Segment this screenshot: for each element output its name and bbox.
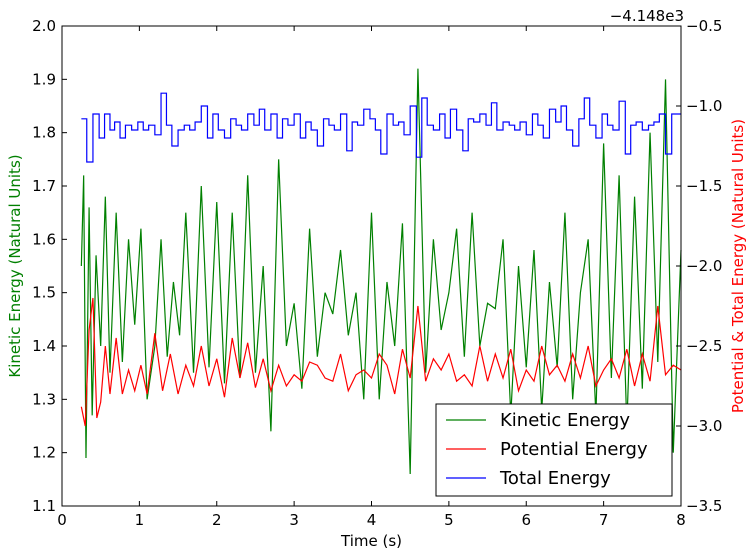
y-right-tick-label: −2.0 xyxy=(686,257,722,275)
legend-label: Potential Energy xyxy=(500,439,648,460)
y-left-tick-label: 1.5 xyxy=(32,284,56,302)
legend-label: Kinetic Energy xyxy=(500,410,630,431)
y-axis-right-label: Potential & Total Energy (Natural Units) xyxy=(729,119,747,413)
y-left-tick-label: 1.1 xyxy=(32,497,56,515)
y-right-tick-label: −3.0 xyxy=(686,417,722,435)
x-tick-label: 4 xyxy=(367,511,377,529)
y-left-tick-label: 1.4 xyxy=(32,337,56,355)
y-left-tick-label: 1.6 xyxy=(32,230,56,248)
y-axis-right: −3.5 −3.0 −2.5 −2.0 −1.5 −1.0 −0.5 xyxy=(676,17,722,515)
y-right-tick-label: −0.5 xyxy=(686,17,722,35)
y-axis-left-label: Kinetic Energy (Natural Units) xyxy=(6,154,24,377)
x-tick-label: 1 xyxy=(135,511,145,529)
y-right-tick-label: −1.0 xyxy=(686,97,722,115)
series-line-total-energy xyxy=(81,92,681,163)
y-left-tick-label: 1.2 xyxy=(32,444,56,462)
x-tick-label: 6 xyxy=(521,511,531,529)
x-tick-label: 7 xyxy=(599,511,609,529)
legend: Kinetic Energy Potential Energy Total Ener… xyxy=(435,403,673,497)
right-axis-offset-text: −4.148e3 xyxy=(610,7,684,25)
legend-label: Total Energy xyxy=(499,468,611,489)
x-tick-label: 5 xyxy=(444,511,454,529)
y-left-tick-label: 1.9 xyxy=(32,70,56,88)
x-tick-label: 0 xyxy=(57,511,67,529)
x-tick-label: 8 xyxy=(676,511,686,529)
x-axis-label: Time (s) xyxy=(340,532,402,550)
y-left-tick-label: 1.3 xyxy=(32,390,56,408)
y-axis-left: 1.1 1.2 1.3 1.4 1.5 1.6 1.7 1.8 1.9 2.0 xyxy=(32,17,67,515)
y-right-tick-label: −2.5 xyxy=(686,337,722,355)
series-line-potential-energy xyxy=(80,297,682,427)
y-right-tick-label: −1.5 xyxy=(686,177,722,195)
y-left-tick-label: 1.8 xyxy=(32,124,56,142)
y-left-tick-label: 2.0 xyxy=(32,17,56,35)
x-tick-label: 2 xyxy=(212,511,222,529)
series-line-kinetic-energy xyxy=(80,68,682,475)
legend-box xyxy=(435,403,673,497)
y-left-tick-label: 1.7 xyxy=(32,177,56,195)
x-axis: 0 1 2 3 4 5 6 7 8 xyxy=(57,26,686,529)
y-right-tick-label: −3.5 xyxy=(686,497,722,515)
x-tick-label: 3 xyxy=(289,511,299,529)
plot-area xyxy=(80,68,682,475)
